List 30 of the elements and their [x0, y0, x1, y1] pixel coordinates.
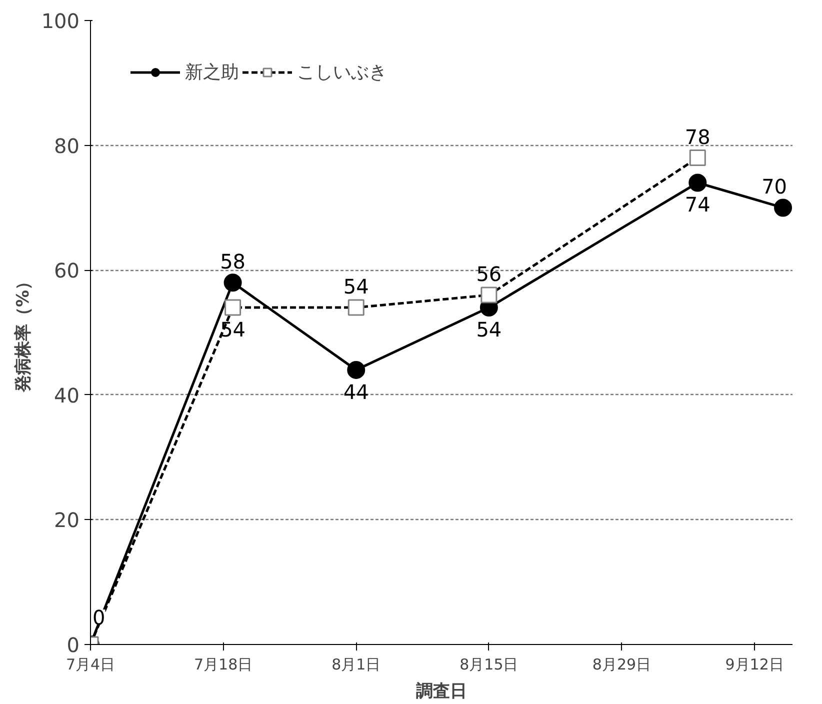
x-axis-title: 調査日 — [416, 682, 467, 702]
data-label: 0 — [92, 606, 106, 630]
point — [224, 274, 242, 292]
data-label: 44 — [343, 380, 369, 404]
y-tick-label: 20 — [54, 508, 80, 532]
y-tick-label: 40 — [54, 383, 80, 408]
y-tick-label: 60 — [54, 258, 80, 283]
point — [774, 198, 792, 217]
data-label: 74 — [684, 192, 710, 217]
data-label: 56 — [476, 262, 502, 286]
data-label: 54 — [343, 274, 369, 299]
y-tick-label: 0 — [66, 633, 80, 657]
x-tick-label: 7月4日 — [66, 656, 116, 674]
y-axis-title: 発病株率（%） — [13, 272, 34, 394]
data-label: 54 — [476, 318, 502, 342]
legend-label: こしいぶき — [297, 61, 387, 84]
point — [688, 174, 707, 192]
data-label: 70 — [762, 174, 788, 199]
point — [347, 360, 366, 379]
x-tick-label: 8月15日 — [460, 656, 518, 674]
x-tick-label: 9月12日 — [725, 656, 784, 674]
data-label: 54 — [220, 318, 246, 342]
x-tick-label: 8月29日 — [592, 656, 652, 674]
x-tick-label: 8月1日 — [332, 656, 381, 674]
data-label: 78 — [684, 124, 710, 149]
y-tick-label: 80 — [54, 134, 80, 158]
y-tick-label: 100 — [41, 9, 80, 33]
legend-label: 新之助 — [185, 61, 239, 84]
x-tick-label: 7月18日 — [194, 656, 253, 674]
data-label: 58 — [220, 250, 246, 274]
